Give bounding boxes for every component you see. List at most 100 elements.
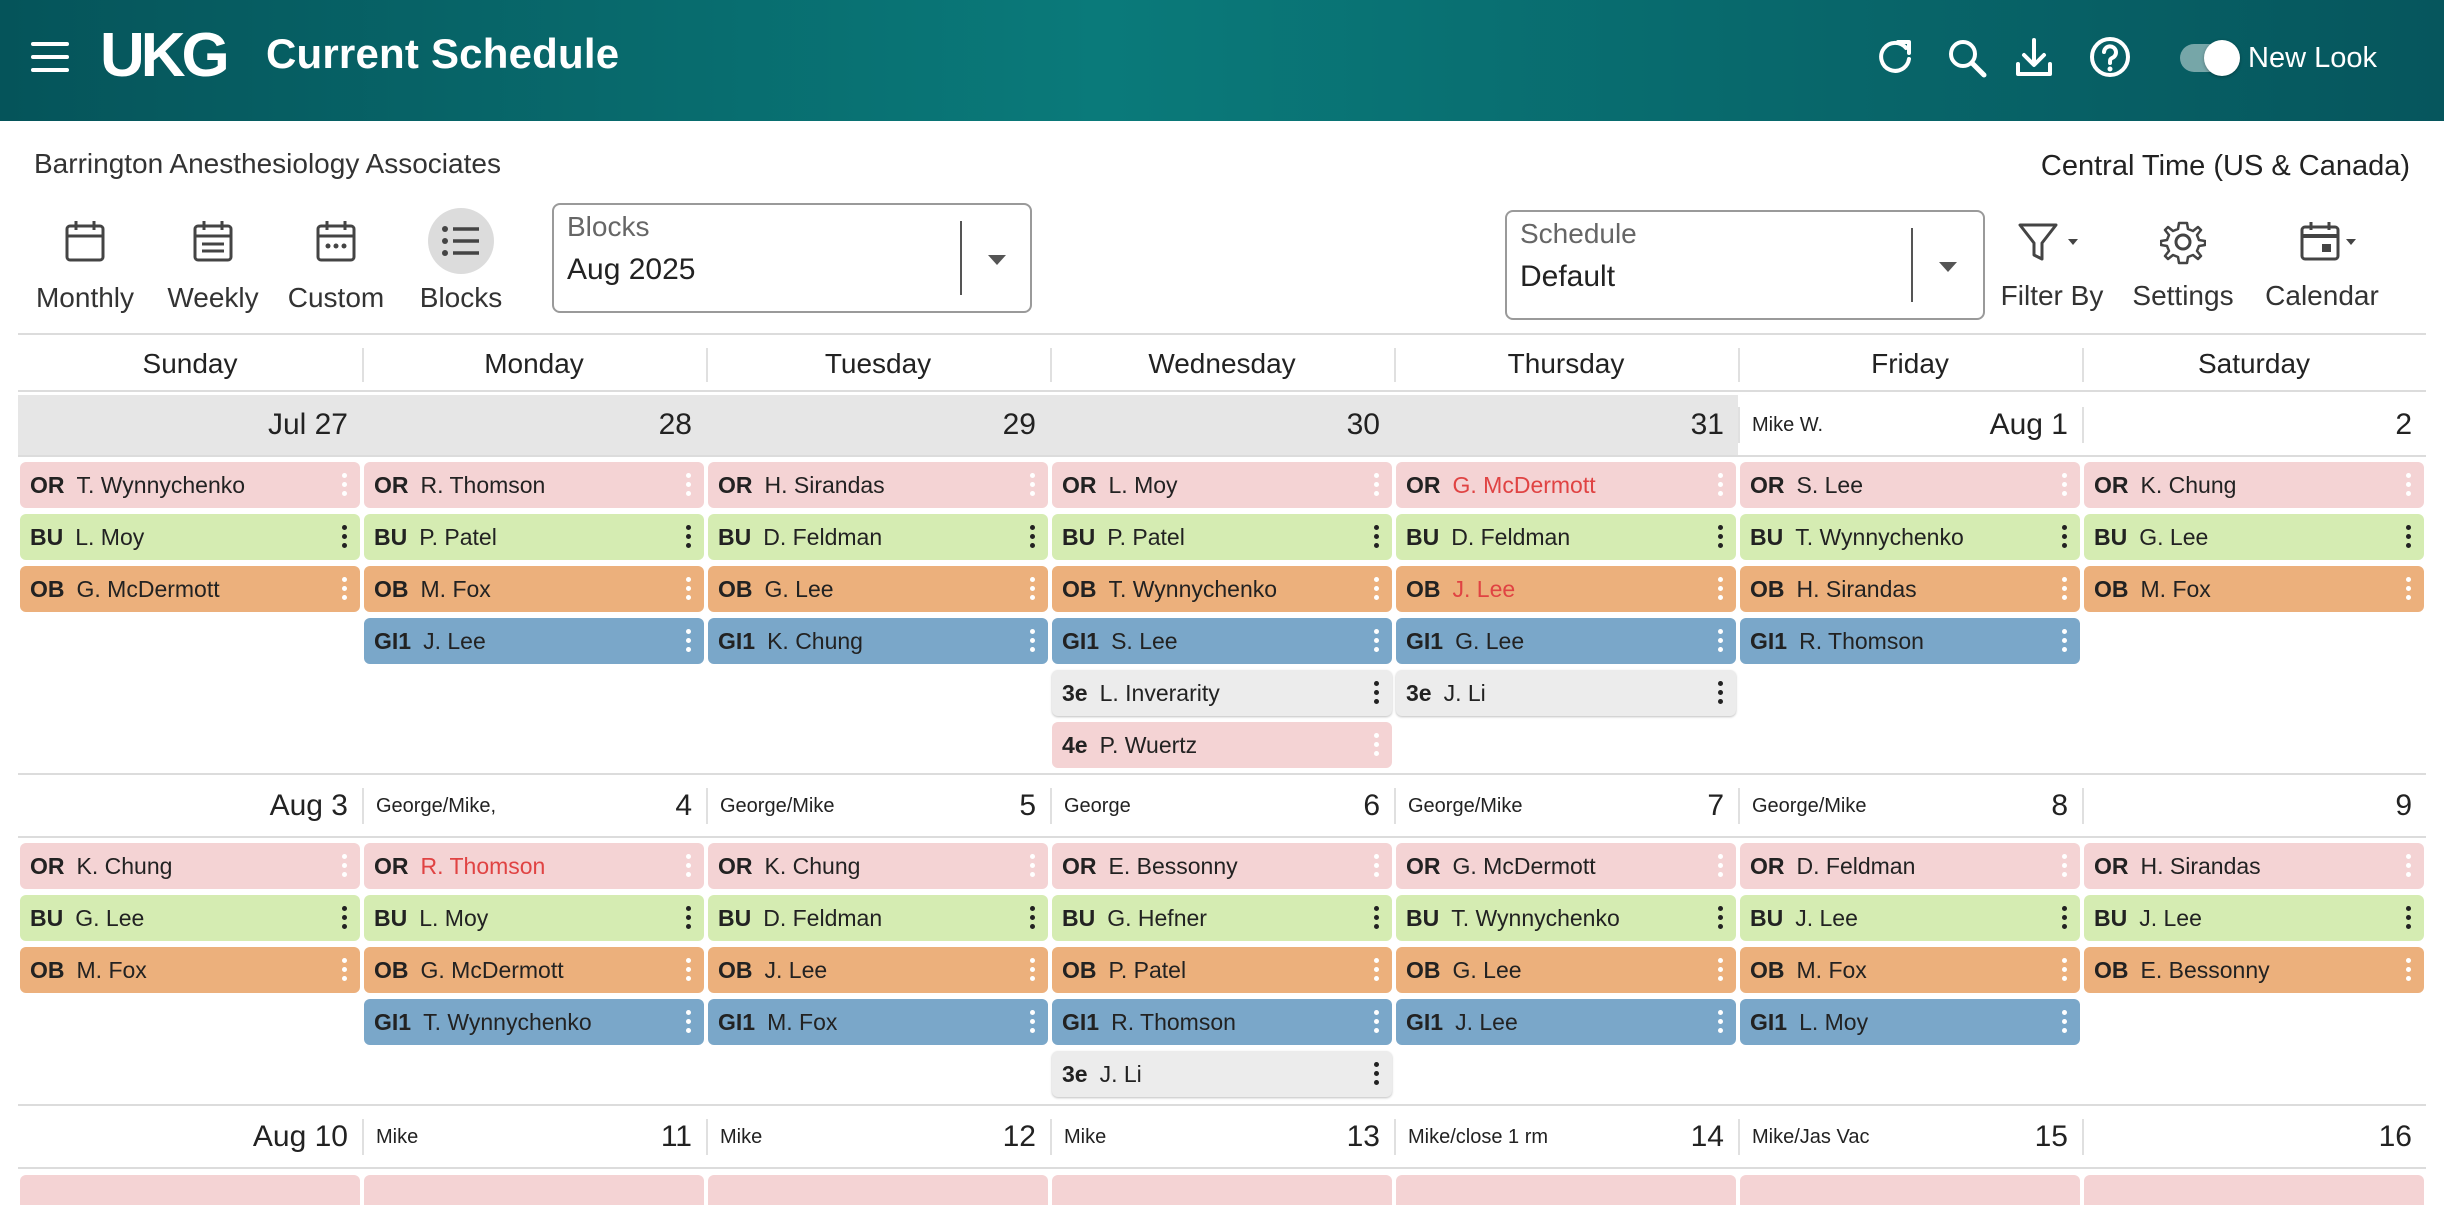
- assignment-chip-ob[interactable]: OB G. McDermott: [364, 947, 704, 993]
- more-options-icon[interactable]: [342, 577, 348, 601]
- timezone-label[interactable]: Central Time (US & Canada): [2040, 150, 2410, 182]
- assignment-chip-ob[interactable]: OB M. Fox: [2084, 566, 2424, 612]
- filter-button[interactable]: Filter By: [1996, 212, 2108, 322]
- assignment-chip-gi1[interactable]: GI1 R. Thomson: [1052, 999, 1392, 1045]
- assignment-chip-ob[interactable]: OB J. Lee: [708, 947, 1048, 993]
- view-monthly-button[interactable]: Monthly: [28, 208, 142, 318]
- assignment-chip-ob[interactable]: OB E. Bessonny: [2084, 947, 2424, 993]
- assignment-chip-bu[interactable]: BU T. Wynnychenko: [1740, 514, 2080, 560]
- schedule-select[interactable]: Schedule Default: [1505, 210, 1985, 320]
- more-options-icon[interactable]: [686, 1010, 692, 1034]
- more-options-icon[interactable]: [686, 629, 692, 653]
- more-options-icon[interactable]: [1718, 525, 1724, 549]
- more-options-icon[interactable]: [2062, 525, 2068, 549]
- more-options-icon[interactable]: [686, 958, 692, 982]
- view-custom-button[interactable]: Custom: [286, 208, 386, 318]
- more-options-icon[interactable]: [1030, 958, 1036, 982]
- day-header[interactable]: 2: [2082, 395, 2426, 455]
- more-options-icon[interactable]: [342, 958, 348, 982]
- day-header[interactable]: Mike 13: [1050, 1107, 1394, 1167]
- more-options-icon[interactable]: [2062, 577, 2068, 601]
- day-header[interactable]: Mike 12: [706, 1107, 1050, 1167]
- assignment-chip-bu[interactable]: BU D. Feldman: [1396, 514, 1736, 560]
- day-header[interactable]: Mike W. Aug 1: [1738, 395, 2082, 455]
- assignment-chip-or[interactable]: OR K. Chung: [708, 843, 1048, 889]
- more-options-icon[interactable]: [2062, 473, 2068, 497]
- assignment-chip-or[interactable]: OR E. Bessonny: [1052, 843, 1392, 889]
- more-options-icon[interactable]: [1030, 1010, 1036, 1034]
- assignment-chip-bu[interactable]: BU L. Moy: [364, 895, 704, 941]
- view-blocks-button[interactable]: Blocks: [414, 208, 508, 318]
- more-options-icon[interactable]: [1030, 525, 1036, 549]
- day-header[interactable]: George/Mike 5: [706, 776, 1050, 836]
- more-options-icon[interactable]: [1374, 681, 1380, 705]
- more-options-icon[interactable]: [2062, 1010, 2068, 1034]
- more-options-icon[interactable]: [1030, 906, 1036, 930]
- assignment-chip-ob[interactable]: OB J. Lee: [1396, 566, 1736, 612]
- assignment-chip-gi1[interactable]: GI1 K. Chung: [708, 618, 1048, 664]
- day-header[interactable]: Mike 11: [362, 1107, 706, 1167]
- more-options-icon[interactable]: [686, 854, 692, 878]
- more-options-icon[interactable]: [1030, 629, 1036, 653]
- more-options-icon[interactable]: [2406, 577, 2412, 601]
- settings-button[interactable]: Settings: [2128, 212, 2238, 322]
- assignment-chip-gi1[interactable]: GI1 M. Fox: [708, 999, 1048, 1045]
- assignment-chip-bu[interactable]: BU J. Lee: [1740, 895, 2080, 941]
- more-options-icon[interactable]: [342, 854, 348, 878]
- day-header[interactable]: George 6: [1050, 776, 1394, 836]
- assignment-chip-gi1[interactable]: GI1 S. Lee: [1052, 618, 1392, 664]
- more-options-icon[interactable]: [2062, 629, 2068, 653]
- more-options-icon[interactable]: [2406, 854, 2412, 878]
- more-options-icon[interactable]: [342, 906, 348, 930]
- toggle-track[interactable]: [2180, 40, 2240, 76]
- assignment-chip-3e[interactable]: 3e J. Li: [1396, 670, 1736, 716]
- assignment-chip-bu[interactable]: BU T. Wynnychenko: [1396, 895, 1736, 941]
- day-header[interactable]: 30: [1050, 395, 1394, 455]
- help-icon[interactable]: [2087, 32, 2133, 82]
- assignment-chip-3e[interactable]: 3e L. Inverarity: [1052, 670, 1392, 716]
- assignment-chip-ob[interactable]: OB T. Wynnychenko: [1052, 566, 1392, 612]
- more-options-icon[interactable]: [1718, 629, 1724, 653]
- assignment-chip-bu[interactable]: BU G. Hefner: [1052, 895, 1392, 941]
- more-options-icon[interactable]: [1718, 577, 1724, 601]
- day-header[interactable]: George/Mike 8: [1738, 776, 2082, 836]
- more-options-icon[interactable]: [1374, 854, 1380, 878]
- assignment-chip-or[interactable]: OR K. Chung: [2084, 462, 2424, 508]
- more-options-icon[interactable]: [2062, 854, 2068, 878]
- more-options-icon[interactable]: [1374, 629, 1380, 653]
- assignment-chip-or[interactable]: OR L. Moy: [1052, 462, 1392, 508]
- download-icon[interactable]: [2011, 32, 2057, 82]
- more-options-icon[interactable]: [1718, 906, 1724, 930]
- more-options-icon[interactable]: [686, 473, 692, 497]
- assignment-chip-or[interactable]: OR S. Lee: [1740, 462, 2080, 508]
- day-header[interactable]: Aug 3: [18, 776, 362, 836]
- day-header[interactable]: Mike/close 1 rm 14: [1394, 1107, 1738, 1167]
- assignment-chip-bu[interactable]: BU P. Patel: [364, 514, 704, 560]
- day-header[interactable]: 28: [362, 395, 706, 455]
- more-options-icon[interactable]: [1718, 958, 1724, 982]
- day-header[interactable]: George/Mike, 4: [362, 776, 706, 836]
- more-options-icon[interactable]: [1374, 1062, 1380, 1086]
- more-options-icon[interactable]: [2406, 906, 2412, 930]
- assignment-chip-or[interactable]: OR H. Sirandas: [2084, 843, 2424, 889]
- assignment-chip-or[interactable]: OR T. Wynnychenko: [20, 462, 360, 508]
- assignment-chip-ob[interactable]: OB M. Fox: [364, 566, 704, 612]
- assignment-chip-or[interactable]: OR D. Feldman: [1740, 843, 2080, 889]
- more-options-icon[interactable]: [1718, 854, 1724, 878]
- more-options-icon[interactable]: [1374, 1010, 1380, 1034]
- more-options-icon[interactable]: [1718, 473, 1724, 497]
- more-options-icon[interactable]: [1374, 577, 1380, 601]
- day-header[interactable]: Aug 10: [18, 1107, 362, 1167]
- more-options-icon[interactable]: [342, 525, 348, 549]
- assignment-chip-bu[interactable]: BU D. Feldman: [708, 514, 1048, 560]
- assignment-chip-ob[interactable]: OB M. Fox: [1740, 947, 2080, 993]
- day-header[interactable]: 31: [1394, 395, 1738, 455]
- assignment-chip-gi1[interactable]: GI1 G. Lee: [1396, 618, 1736, 664]
- assignment-chip-ob[interactable]: OB G. McDermott: [20, 566, 360, 612]
- menu-icon[interactable]: [31, 42, 69, 72]
- assignment-chip-ob[interactable]: OB G. Lee: [1396, 947, 1736, 993]
- assignment-chip-bu[interactable]: BU P. Patel: [1052, 514, 1392, 560]
- assignment-chip-or[interactable]: OR R. Thomson: [364, 462, 704, 508]
- more-options-icon[interactable]: [2062, 958, 2068, 982]
- assignment-chip-or[interactable]: OR H. Sirandas: [708, 462, 1048, 508]
